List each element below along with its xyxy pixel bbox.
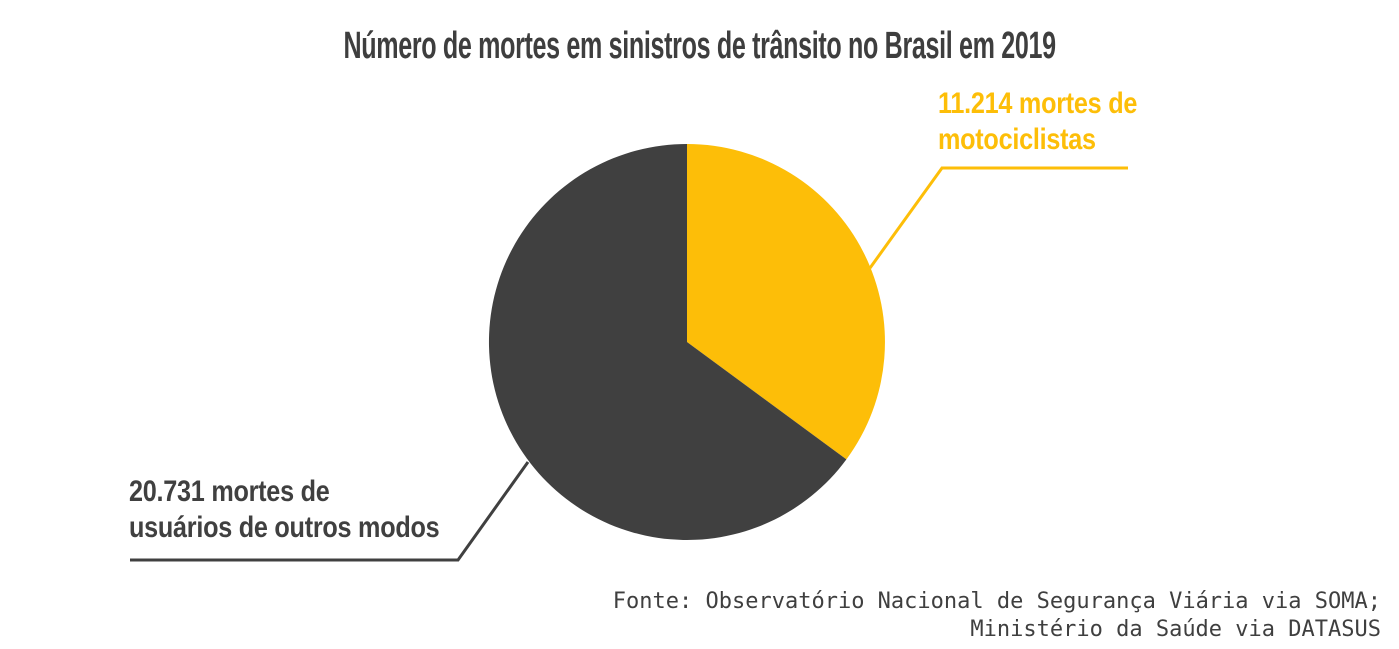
pie-slice-others <box>488 143 847 541</box>
leader-line-others <box>130 461 530 562</box>
callout-motorcyclists: 11.214 mortes de motociclistas <box>938 86 1137 158</box>
pie-slice-motorcyclists <box>687 144 885 460</box>
chart-title: Número de mortes em sinistros de trânsit… <box>343 25 1056 67</box>
callout-others-line1: 20.731 mortes de <box>129 475 330 508</box>
source-note: Fonte: Observatório Nacional de Seguranç… <box>613 588 1381 644</box>
callout-motorcyclists-line1: 11.214 mortes de <box>938 87 1138 120</box>
callout-others: 20.731 mortes de usuários de outros modo… <box>129 474 440 546</box>
source-line-1: Fonte: Observatório Nacional de Seguranç… <box>612 589 1381 614</box>
callout-motorcyclists-line2: motociclistas <box>938 123 1096 156</box>
leader-line-motorcyclists <box>868 166 1128 269</box>
callout-others-line2: usuários de outros modos <box>129 511 440 544</box>
page-title: Número de mortes em sinistros de trânsit… <box>0 26 1399 66</box>
pie-slices-group <box>488 143 885 541</box>
source-line-2: Ministério da Saúde via DATASUS <box>970 617 1381 642</box>
